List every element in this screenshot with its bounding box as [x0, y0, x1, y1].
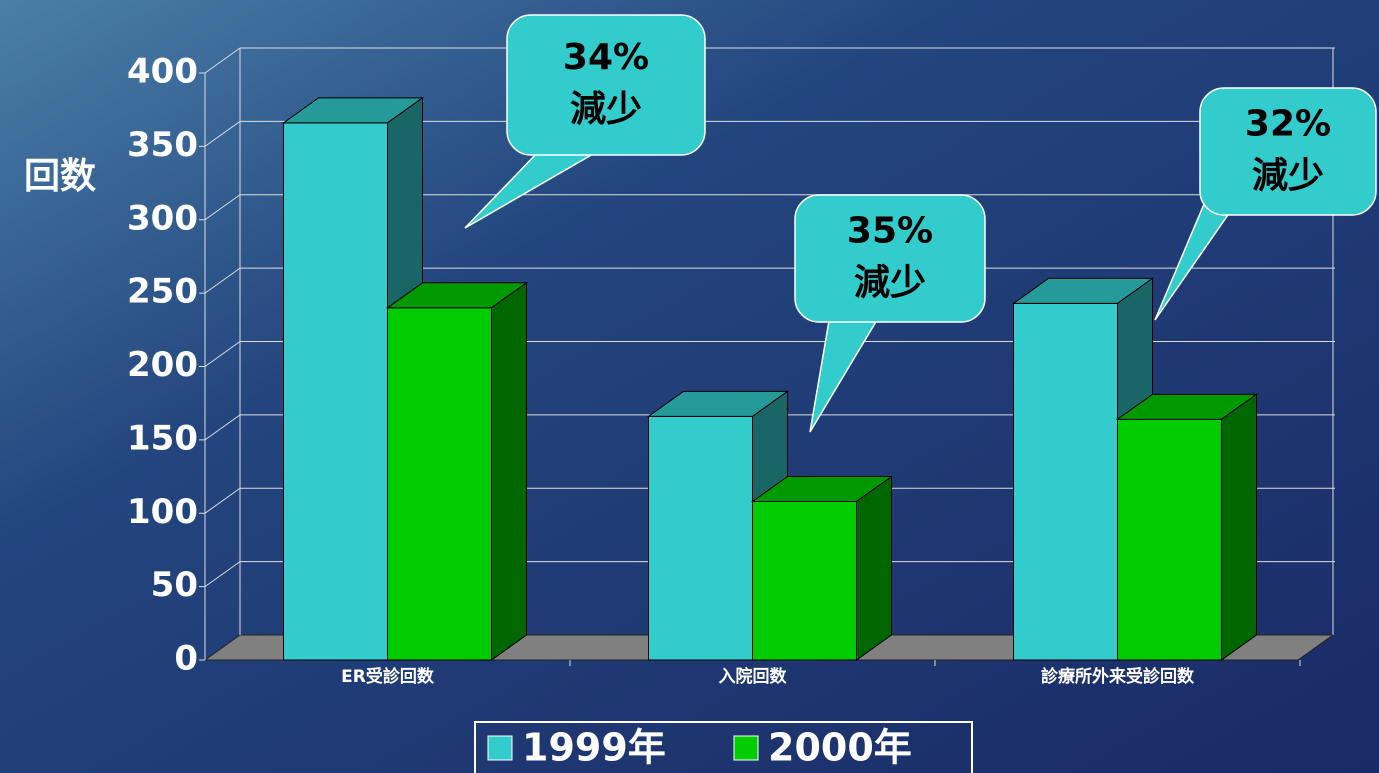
bar-front: [1117, 418, 1222, 661]
bar-side: [491, 281, 527, 661]
callout-box: [1199, 87, 1377, 216]
y-tick-label: 0: [174, 639, 198, 679]
grid-line-side: [204, 47, 241, 74]
callout-tail-cover: [830, 307, 880, 315]
callout-box: [794, 194, 986, 323]
callout-text: 減少: [854, 263, 926, 304]
bar-front: [283, 122, 388, 661]
callout: 34% 減少: [464, 14, 706, 229]
y-tick-label: 350: [127, 125, 198, 165]
y-tick-label: 400: [127, 52, 198, 92]
bar-front: [648, 415, 753, 661]
y-tick-label: 300: [127, 198, 198, 238]
callout-tail-cover: [540, 142, 600, 150]
callout: 32% 減少: [1154, 87, 1377, 321]
legend-box: [474, 721, 973, 773]
bar-front: [1013, 302, 1118, 661]
grid-line-side: [204, 487, 241, 514]
callout-text: 減少: [1252, 156, 1324, 197]
y-tick-label: 200: [127, 345, 198, 385]
callout: 35% 減少: [794, 194, 986, 433]
grid-line-side: [204, 561, 241, 588]
callout-text: 35%: [847, 211, 933, 252]
callout-text: 減少: [570, 89, 642, 130]
callout-text: 34%: [563, 37, 649, 78]
y-tick-label: 150: [127, 418, 198, 458]
y-tick-label: 250: [127, 272, 198, 312]
bar-front: [752, 501, 857, 661]
grid-line-side: [204, 120, 241, 147]
y-tick-label: 100: [127, 492, 198, 532]
grid-line-side: [204, 341, 241, 367]
bar-front: [387, 307, 492, 661]
y-axis-label: 回数: [24, 156, 96, 197]
y-tick-label: 50: [151, 565, 198, 605]
callout-box: [506, 14, 706, 156]
legend-swatch: [487, 735, 513, 761]
x-tick-label: 診療所外来受診回数: [1041, 666, 1195, 687]
legend-label: 1999年: [522, 726, 666, 770]
x-tick-label: 入院回数: [719, 666, 788, 687]
callout-text: 32%: [1245, 104, 1331, 145]
grid-line-side: [204, 194, 241, 221]
x-tick-label: ER受診回数: [341, 666, 435, 687]
legend-swatch: [733, 735, 759, 761]
callout-tail-cover: [1210, 182, 1230, 212]
grid-line-side: [204, 267, 241, 294]
grid-line-side: [204, 414, 241, 441]
legend-label: 2000年: [768, 726, 912, 770]
bar-side: [1221, 393, 1257, 661]
bar-side: [856, 475, 892, 661]
